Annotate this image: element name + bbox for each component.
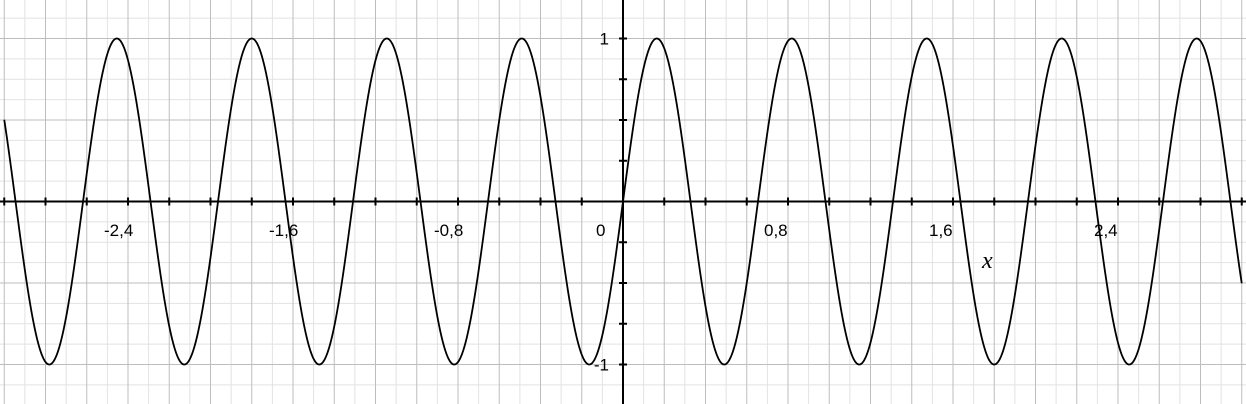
x-axis-tick-marks — [3, 197, 1243, 206]
x-tick-label: -0,8 — [434, 221, 463, 240]
x-tick-label: 1,6 — [929, 221, 953, 240]
x-tick-label: -2,4 — [104, 221, 133, 240]
x-tick-label: -1,6 — [269, 221, 298, 240]
y-axis-tick-marks — [619, 37, 627, 366]
x-tick-label: 0 — [596, 221, 605, 240]
x-tick-label: 0,8 — [764, 221, 788, 240]
x-axis-label: x — [981, 248, 993, 274]
x-axis-tick-labels: -2,4 -1,6 -0,8 0 0,8 1,6 2,4 — [104, 221, 1118, 240]
x-tick-label: 2,4 — [1094, 221, 1118, 240]
y-tick-label: 1 — [600, 30, 609, 49]
y-tick-label: -1 — [594, 356, 609, 375]
y-axis-tick-labels: 1 -1 — [594, 30, 609, 375]
